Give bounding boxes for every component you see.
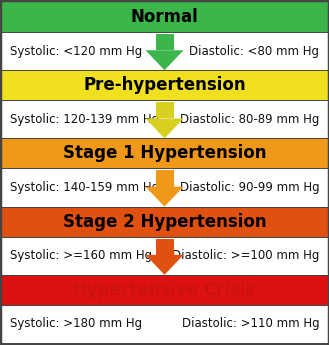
Bar	[156, 34, 173, 50]
Bar	[156, 238, 173, 255]
Bar	[0, 168, 329, 207]
Text: Stage 2 Hypertension: Stage 2 Hypertension	[63, 213, 266, 230]
Text: Systolic: <120 mm Hg: Systolic: <120 mm Hg	[10, 45, 142, 58]
Text: Diastolic: <80 mm Hg: Diastolic: <80 mm Hg	[189, 45, 319, 58]
Bar	[0, 237, 329, 275]
Bar	[0, 138, 329, 168]
Bar	[0, 2, 329, 32]
Bar	[156, 102, 173, 118]
Text: Systolic: 120-139 mm Hg: Systolic: 120-139 mm Hg	[10, 113, 159, 126]
Text: Stage 1 Hypertension: Stage 1 Hypertension	[63, 145, 266, 162]
Bar	[0, 32, 329, 70]
Polygon shape	[145, 50, 184, 70]
Bar	[156, 170, 173, 187]
Text: Diastolic: 80-89 mm Hg: Diastolic: 80-89 mm Hg	[180, 113, 319, 126]
Text: Hypertensive Crisis: Hypertensive Crisis	[73, 281, 256, 299]
Polygon shape	[145, 118, 184, 138]
Text: Pre-hypertension: Pre-hypertension	[83, 76, 246, 94]
Text: Systolic: >180 mm Hg: Systolic: >180 mm Hg	[10, 317, 142, 331]
Polygon shape	[145, 255, 184, 275]
Text: Systolic: >=160 mm Hg: Systolic: >=160 mm Hg	[10, 249, 152, 262]
Bar	[0, 100, 329, 138]
Text: Diastolic: >110 mm Hg: Diastolic: >110 mm Hg	[182, 317, 319, 331]
Bar	[0, 207, 329, 237]
Bar	[0, 305, 329, 343]
Bar	[0, 70, 329, 100]
Text: Systolic: 140-159 mm Hg: Systolic: 140-159 mm Hg	[10, 181, 159, 194]
Text: Diastolic: 90-99 mm Hg: Diastolic: 90-99 mm Hg	[180, 181, 319, 194]
Polygon shape	[145, 187, 184, 207]
Text: Diastolic: >=100 mm Hg: Diastolic: >=100 mm Hg	[172, 249, 319, 262]
Text: Normal: Normal	[131, 8, 198, 26]
Bar	[0, 275, 329, 305]
